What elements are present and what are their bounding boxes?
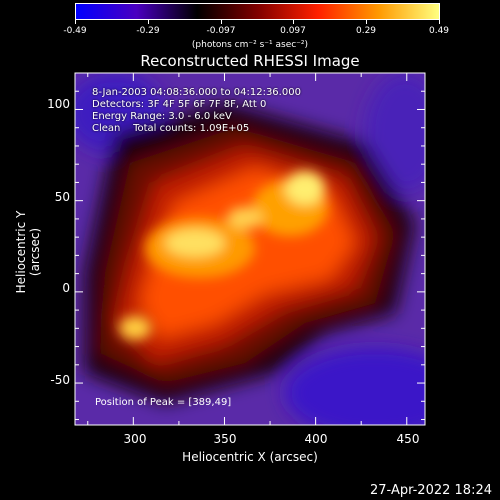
plot-title: Reconstructed RHESSI Image	[140, 52, 360, 70]
colorbar-tick-label: -0.29	[136, 26, 160, 36]
algorithm-counts-text: Clean Total counts: 1.09E+05	[92, 123, 250, 134]
colorbar-units: (photons cm⁻² s⁻¹ asec⁻²)	[191, 40, 309, 50]
timestamp: 27-Apr-2022 18:24	[370, 483, 492, 498]
y-tick-label: -50	[50, 373, 70, 387]
peak-position-text: Position of Peak = [389,49]	[95, 397, 232, 408]
x-tick-label: 300	[123, 432, 147, 446]
colorbar-tick-label: 0.49	[428, 26, 450, 36]
x-tick-label: 400	[304, 432, 328, 446]
colorbar	[75, 3, 440, 24]
y-tick-label: 0	[62, 281, 70, 295]
detectors-text: Detectors: 3F 4F 5F 6F 7F 8F, Att 0	[92, 99, 267, 110]
colorbar-tick-label: 0.29	[355, 26, 377, 36]
y-tick-label: 100	[47, 97, 70, 111]
colorbar-tick-label: -0.097	[206, 26, 236, 36]
y-axis-label: Heliocentric Y (arcsec)	[14, 210, 42, 294]
x-axis-label: Heliocentric X (arcsec)	[182, 450, 318, 464]
energy-range-text: Energy Range: 3.0 - 6.0 keV	[92, 111, 232, 122]
colorbar-tick-label: 0.097	[280, 26, 306, 36]
y-tick-label: 50	[54, 190, 70, 204]
x-tick-label: 450	[396, 432, 420, 446]
time-range-text: 8-Jan-2003 04:08:36.000 to 04:12:36.000	[92, 87, 301, 98]
colorbar-tick-label: -0.49	[63, 26, 87, 36]
colorbar-gradient	[75, 3, 440, 20]
x-tick-label: 350	[213, 432, 237, 446]
